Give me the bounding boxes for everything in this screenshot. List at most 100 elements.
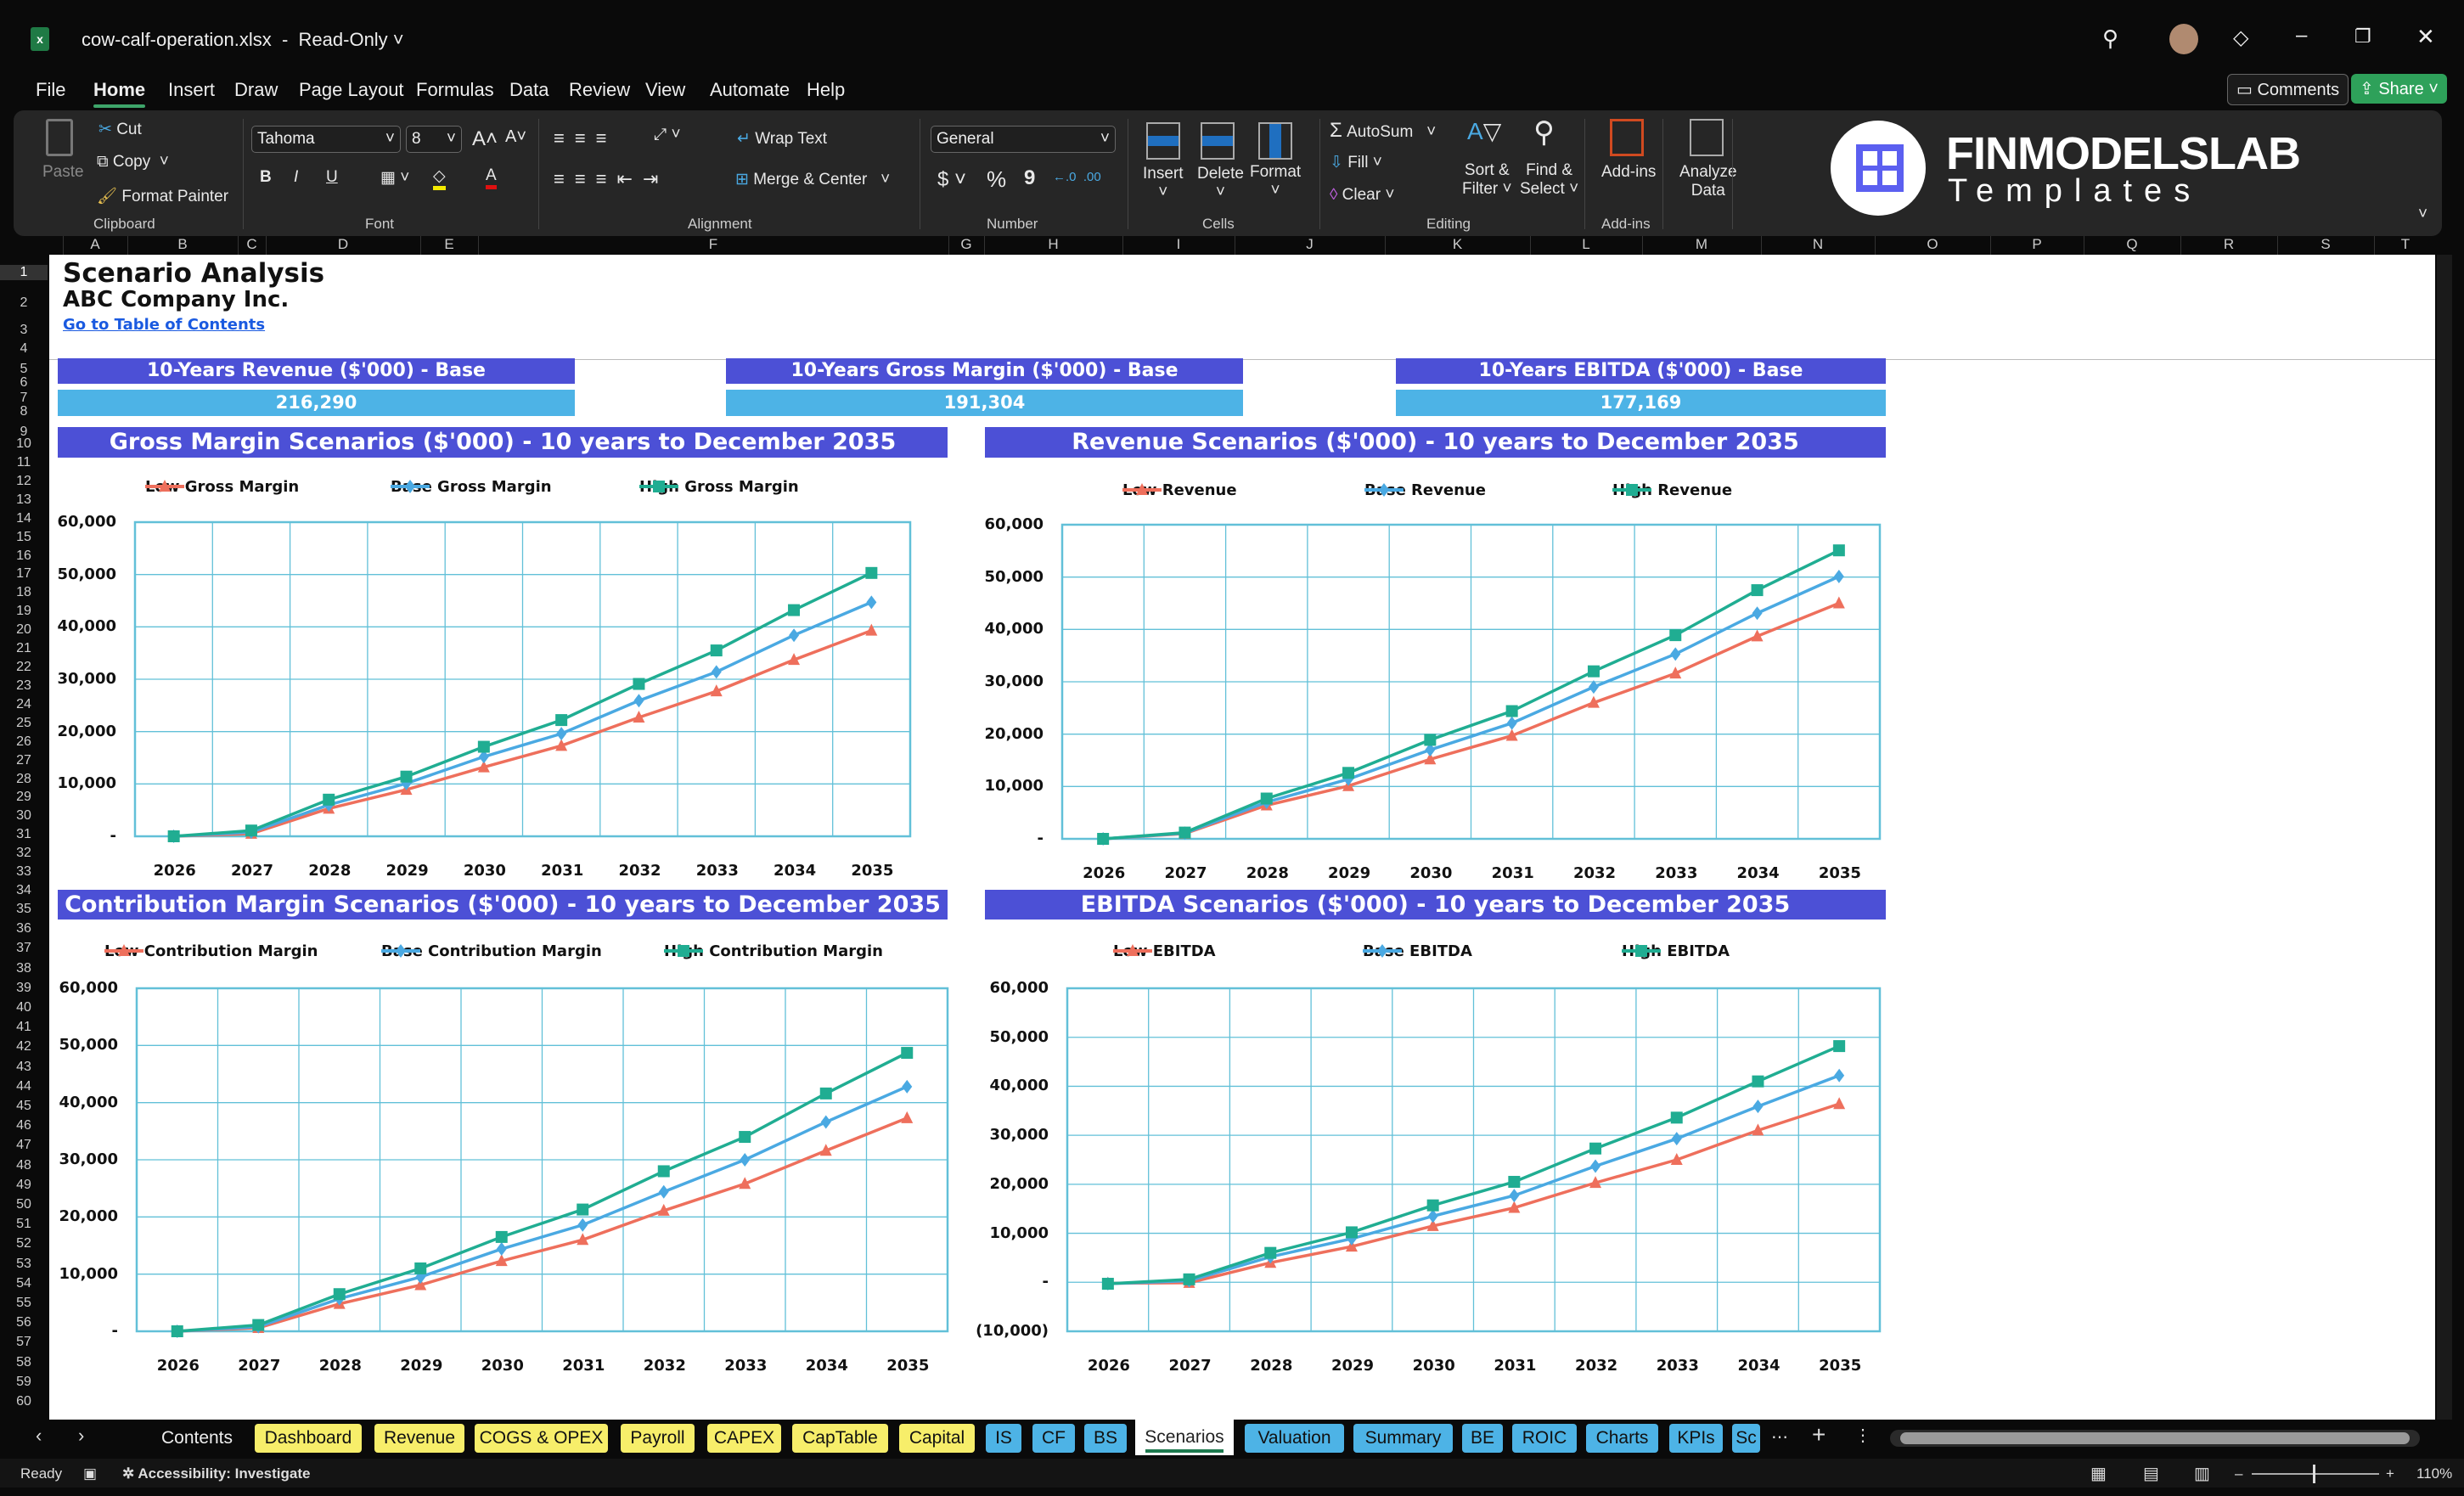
increase-font-icon[interactable]: A˄ — [472, 127, 498, 150]
row-header[interactable]: 46 — [16, 1118, 31, 1133]
number-format-select[interactable]: General ˅ — [931, 126, 1116, 153]
column-header-Q[interactable]: Q — [2126, 236, 2138, 252]
row-header[interactable]: 11 — [16, 454, 31, 470]
row-header[interactable]: 58 — [16, 1354, 31, 1369]
worksheet[interactable]: Scenario Analysis ABC Company Inc. Go to… — [49, 255, 2435, 1420]
row-header[interactable]: 50 — [16, 1197, 31, 1212]
row-header[interactable]: 7 — [20, 391, 28, 405]
comma-button[interactable]: 9 — [1024, 166, 1036, 189]
row-header[interactable]: 37 — [16, 941, 31, 956]
row-header[interactable]: 19 — [16, 604, 31, 619]
row-header[interactable]: 38 — [16, 960, 31, 976]
row-header[interactable]: 41 — [16, 1020, 31, 1035]
column-header-I[interactable]: I — [1176, 236, 1181, 252]
menu-tab-insert[interactable]: Insert — [168, 79, 216, 100]
sheet-tab-bs[interactable]: BS — [1084, 1424, 1127, 1453]
column-header-L[interactable]: L — [1582, 236, 1590, 252]
row-header[interactable]: 17 — [16, 566, 31, 582]
menu-tab-home[interactable]: Home — [93, 79, 146, 108]
row-header[interactable]: 51 — [16, 1217, 31, 1232]
menu-tab-page-layout[interactable]: Page Layout — [299, 79, 404, 100]
options-icon[interactable]: ⋮ — [1854, 1426, 1871, 1445]
copy-button[interactable]: ⧉ Copy ˅ — [97, 153, 169, 171]
format-button[interactable]: Format ˅ — [1250, 163, 1302, 200]
column-header-H[interactable]: H — [1048, 236, 1059, 252]
row-header[interactable]: 1 — [0, 265, 48, 280]
row-header[interactable]: 60 — [16, 1394, 31, 1409]
column-header-R[interactable]: R — [2223, 236, 2235, 252]
column-header-C[interactable]: C — [246, 236, 257, 252]
decimal-icons[interactable]: ←.0 .00 — [1053, 170, 1101, 184]
row-header[interactable]: 54 — [16, 1275, 31, 1291]
diamond-icon[interactable]: ◇ — [2233, 26, 2249, 49]
row-header[interactable]: 55 — [16, 1296, 31, 1310]
column-header-K[interactable]: K — [1452, 236, 1463, 252]
column-header-O[interactable]: O — [1927, 236, 1938, 252]
sheet-tab-captable[interactable]: CapTable — [792, 1424, 888, 1453]
clear-button[interactable]: ◊ Clear ˅ — [1330, 186, 1395, 204]
sheet-tab-kpis[interactable]: KPIs — [1669, 1424, 1723, 1453]
find-select-button[interactable]: Find & Select ˅ — [1520, 161, 1579, 198]
page-break-view-icon[interactable]: ▥ — [2194, 1465, 2210, 1483]
row-header[interactable]: 52 — [16, 1236, 31, 1251]
zoom-slider[interactable] — [2252, 1465, 2379, 1483]
column-header-J[interactable]: J — [1306, 236, 1314, 252]
addins-button[interactable]: Add-ins — [1601, 163, 1657, 181]
horizontal-align-icons[interactable]: ≡≡≡⇤⇥ — [554, 168, 669, 189]
fill-color-icon[interactable]: ◇ — [433, 166, 446, 190]
column-header-F[interactable]: F — [708, 236, 718, 252]
ebitda-chart[interactable]: (10,000) - 10,000 20,000 30,000 40,000 50,000 6… — [976, 925, 1889, 1384]
row-header[interactable]: 22 — [16, 660, 31, 674]
column-header-T[interactable]: T — [2400, 236, 2411, 252]
minimize-icon[interactable]: – — [2296, 24, 2308, 47]
sheet-tab-valuation[interactable]: Valuation — [1245, 1424, 1344, 1453]
row-header[interactable]: 33 — [16, 864, 31, 880]
delete-button[interactable]: Delete ˅ — [1197, 165, 1244, 201]
column-header-A[interactable]: A — [90, 236, 100, 252]
menu-tab-data[interactable]: Data — [509, 79, 549, 100]
row-header[interactable]: 34 — [16, 883, 31, 897]
orientation-icon[interactable]: ⤢ ˅ — [654, 126, 681, 143]
row-header[interactable]: 4 — [20, 341, 28, 356]
font-size-select[interactable]: 8 ˅ — [406, 126, 462, 153]
prev-sheet-icon[interactable]: ‹ — [36, 1425, 42, 1446]
sheet-tab-sc[interactable]: Sc — [1732, 1424, 1760, 1453]
comments-button[interactable]: ▭ Comments — [2227, 74, 2349, 105]
row-header[interactable]: 26 — [16, 734, 31, 749]
row-header[interactable]: 31 — [16, 827, 31, 842]
row-header[interactable]: 40 — [16, 1000, 31, 1015]
column-header-N[interactable]: N — [1812, 236, 1824, 252]
column-header-D[interactable]: D — [337, 236, 349, 252]
normal-view-icon[interactable]: ▦ — [2090, 1465, 2107, 1483]
sheet-tab-dashboard[interactable]: Dashboard — [255, 1424, 362, 1453]
row-header[interactable]: 3 — [20, 323, 28, 337]
menu-tab-draw[interactable]: Draw — [234, 79, 278, 100]
macro-icon[interactable]: ▣ — [83, 1465, 98, 1482]
row-header[interactable]: 35 — [16, 902, 31, 916]
row-header[interactable]: 18 — [16, 585, 31, 600]
column-header-P[interactable]: P — [2032, 236, 2042, 252]
sheet-tab-capital[interactable]: Capital — [899, 1424, 975, 1453]
row-header[interactable]: 25 — [16, 715, 31, 730]
currency-button[interactable]: $ ˅ — [937, 168, 967, 191]
row-header[interactable]: 23 — [16, 678, 31, 693]
row-header[interactable]: 43 — [16, 1059, 31, 1074]
sheet-tab-capex[interactable]: CAPEX — [707, 1424, 781, 1453]
add-sheet-icon[interactable]: + — [1812, 1421, 1826, 1448]
avatar[interactable] — [2169, 24, 2198, 54]
row-header[interactable]: 5 — [20, 362, 28, 376]
row-header[interactable]: 20 — [16, 622, 31, 638]
percent-button[interactable]: % — [987, 166, 1007, 192]
zoom-in-icon[interactable]: + — [2386, 1465, 2394, 1482]
menu-tab-automate[interactable]: Automate — [710, 79, 790, 100]
analyze-data-button[interactable]: Analyze Data — [1679, 163, 1737, 200]
row-header[interactable]: 16 — [16, 548, 31, 563]
collapse-ribbon-icon[interactable]: ˅ — [2418, 205, 2428, 223]
row-header[interactable]: 45 — [16, 1099, 31, 1113]
row-header[interactable]: 21 — [16, 641, 31, 656]
sheet-tab-revenue[interactable]: Revenue — [374, 1424, 464, 1453]
autosum-button[interactable]: Σ AutoSum ˅ — [1330, 119, 1437, 142]
merge-center-button[interactable]: ⊞ Merge & Center ˅ — [735, 171, 891, 188]
accessibility-button[interactable]: ✲ Accessibility: Investigate — [122, 1465, 311, 1482]
cut-button[interactable]: ✂ Cut — [98, 120, 142, 139]
